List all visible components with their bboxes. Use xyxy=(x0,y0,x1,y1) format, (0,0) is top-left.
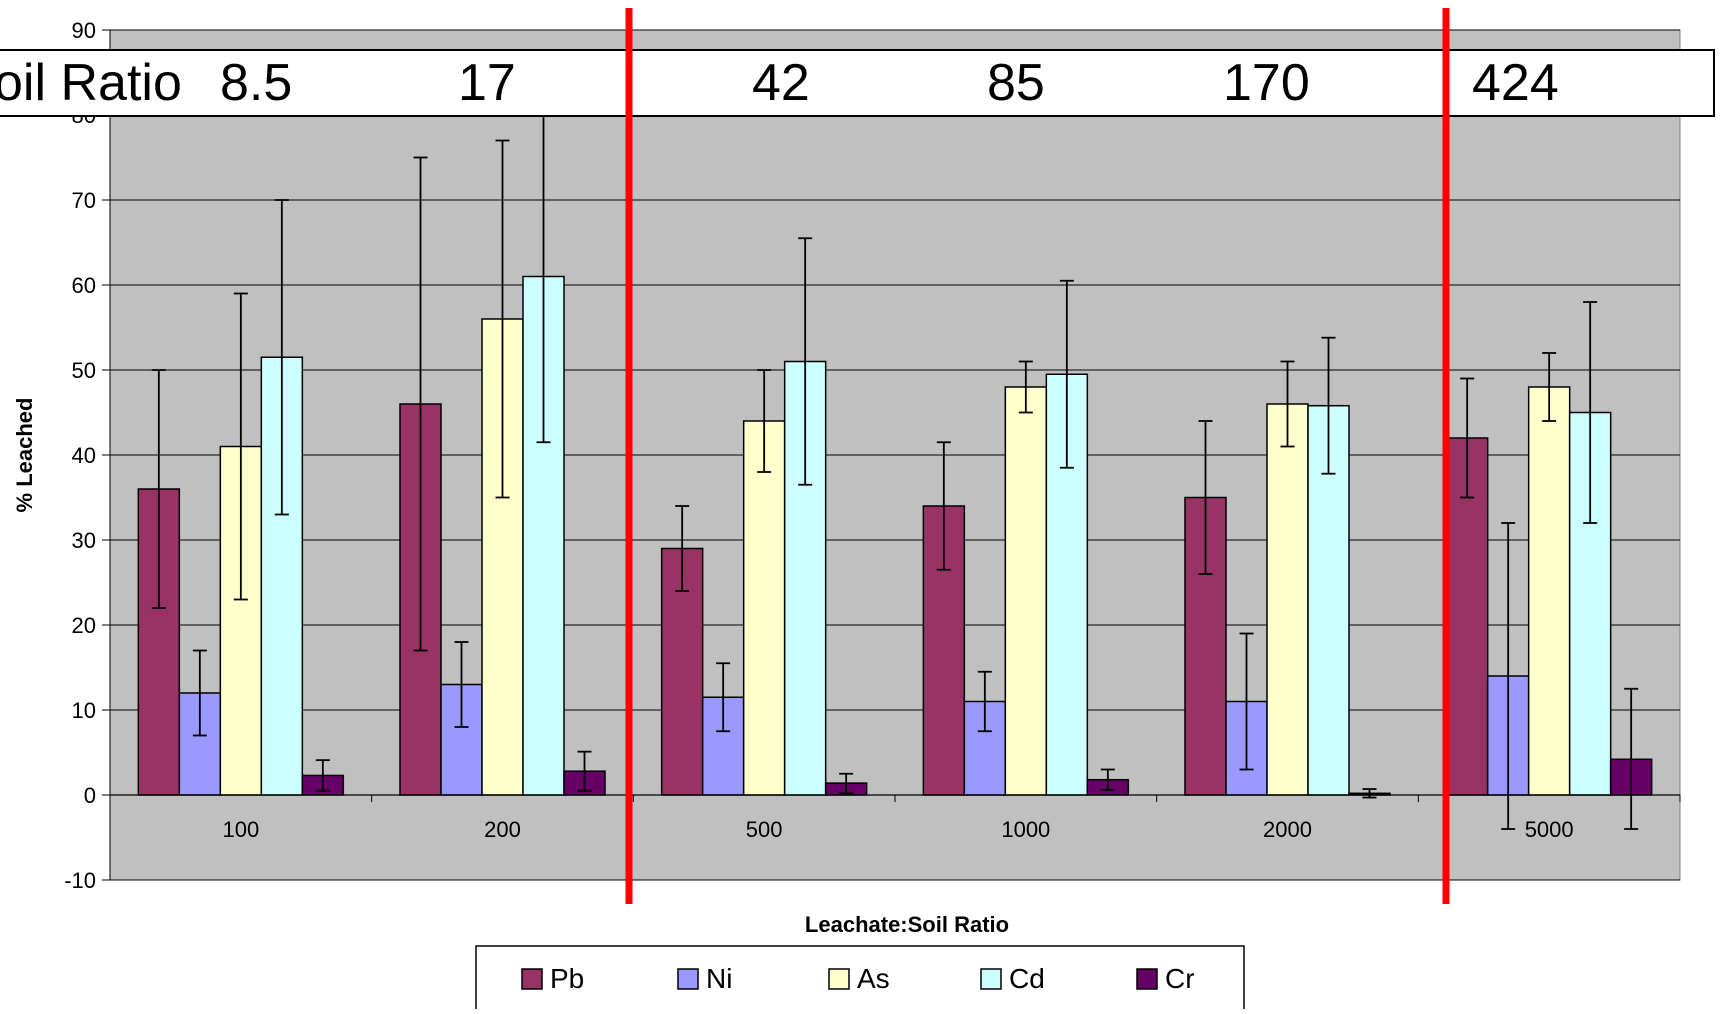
x-tick-label: 500 xyxy=(746,817,783,842)
legend-swatch-cr xyxy=(1136,968,1158,990)
red-dividers xyxy=(625,8,1450,904)
y-tick-label: 0 xyxy=(84,783,96,808)
x-tick-label: 100 xyxy=(222,817,259,842)
y-tick-label: 90 xyxy=(72,18,96,43)
legend-swatch-ni xyxy=(677,968,699,990)
y-tick-label: 60 xyxy=(72,273,96,298)
error-bars xyxy=(151,105,1639,830)
bar-as xyxy=(742,420,786,796)
ratio-label: 424 xyxy=(1472,54,1559,112)
legend-swatch-as xyxy=(828,968,850,990)
y-tick-label: 10 xyxy=(72,698,96,723)
y-tick-label: 50 xyxy=(72,358,96,383)
x-axis-ticks: 100 200 500 1000 2000 5000 xyxy=(110,794,1681,842)
legend-label-cr: Cr xyxy=(1165,963,1195,994)
y-tick-label: -10 xyxy=(64,868,96,893)
y-tick-label: 30 xyxy=(72,528,96,553)
legend-label-as: As xyxy=(857,963,890,994)
x-tick-label: 5000 xyxy=(1525,817,1574,842)
legend-swatch-pb xyxy=(521,968,543,990)
y-tick-label: 20 xyxy=(72,613,96,638)
ratio-overlay: oil Ratio 8.5 17 42 85 170 424 xyxy=(0,49,1715,117)
ratio-label: 8.5 xyxy=(220,54,292,112)
legend-label-pb: Pb xyxy=(550,963,584,994)
ratio-label: 17 xyxy=(458,54,516,112)
legend-swatch-cd xyxy=(980,968,1002,990)
legend-label-ni: Ni xyxy=(706,963,732,994)
x-tick-label: 1000 xyxy=(1001,817,1050,842)
ratio-label: 42 xyxy=(752,54,810,112)
x-axis-label: Leachate:Soil Ratio xyxy=(805,912,1009,937)
bar-as xyxy=(1004,386,1048,796)
ratio-label: 85 xyxy=(987,54,1045,112)
bar-as xyxy=(1266,403,1309,796)
legend-label-cd: Cd xyxy=(1009,963,1045,994)
y-axis-ticks: -100102030405060708090 xyxy=(64,18,111,893)
y-tick-label: 40 xyxy=(72,443,96,468)
ratio-label: 170 xyxy=(1223,54,1310,112)
bar-as xyxy=(1527,386,1571,796)
y-tick-label: 70 xyxy=(72,188,96,213)
ratio-label: oil Ratio xyxy=(0,54,182,112)
x-tick-label: 200 xyxy=(484,817,521,842)
ratio-overlay-band xyxy=(0,49,1715,117)
x-tick-label: 2000 xyxy=(1263,817,1312,842)
bar-ni xyxy=(963,700,1007,796)
legend-box xyxy=(475,945,1245,1014)
y-axis-label: % Leached xyxy=(12,398,37,513)
legend: Pb Ni As Cd Cr xyxy=(475,945,1245,1014)
